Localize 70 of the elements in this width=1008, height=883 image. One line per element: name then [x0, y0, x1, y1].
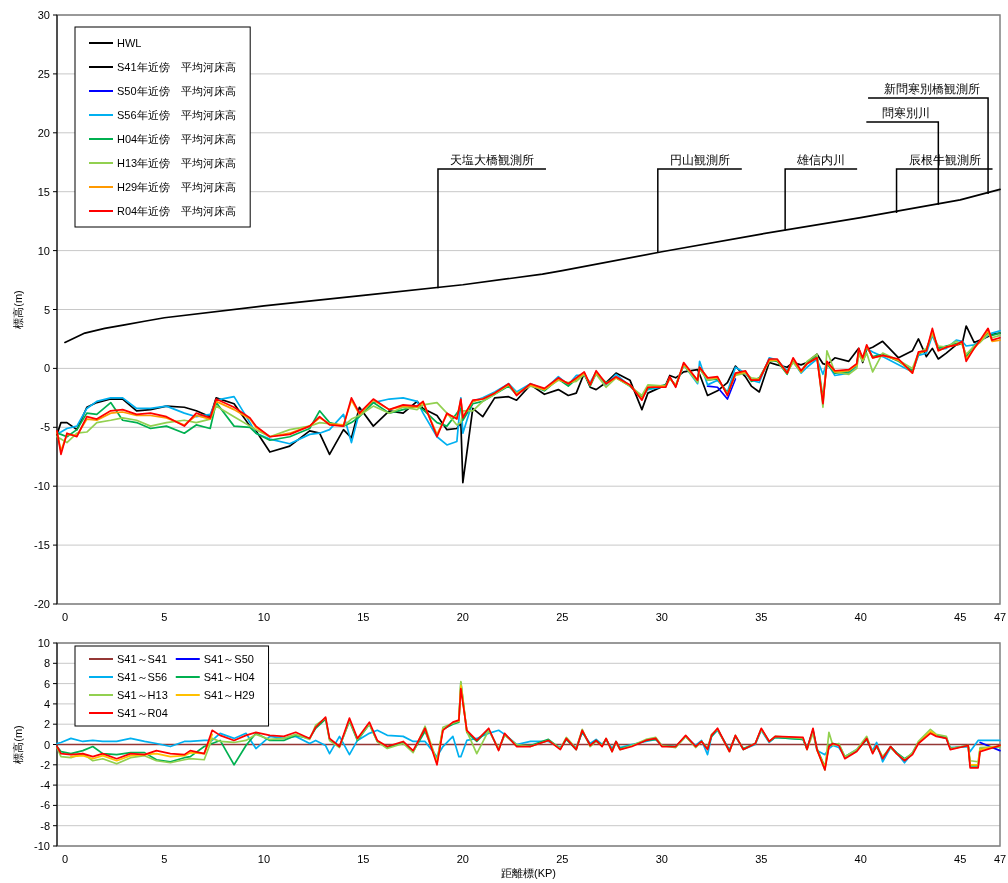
x-tick-label: 40 — [854, 853, 867, 865]
x-tick-label: 45 — [954, 611, 967, 623]
y-tick-label: -10 — [34, 840, 50, 852]
y-tick-label: -8 — [40, 819, 50, 832]
annotation: 新問寒別橋観測所 — [884, 82, 981, 96]
legend-label: S41～H29 — [203, 689, 255, 701]
y-tick-label: 4 — [43, 697, 50, 710]
x-tick-label: 30 — [655, 853, 668, 865]
y-tick-label: -6 — [40, 799, 50, 812]
y-tick-label: 5 — [43, 303, 50, 316]
x-tick-label: 40 — [854, 611, 867, 623]
x-tick-label: 30 — [655, 611, 668, 623]
x-tick-label: 47 — [993, 853, 1007, 865]
y-tick-label: 10 — [37, 244, 50, 257]
y-tick-label: -2 — [40, 758, 50, 771]
x-tick-label: 25 — [556, 611, 569, 623]
y-tick-label: 10 — [37, 637, 50, 649]
x-tick-label: 47 — [993, 611, 1007, 623]
legend-label: S56年近傍 平均河床高 — [117, 109, 236, 121]
legend-label: HWL — [117, 37, 142, 49]
annotation: 天塩大橋観測所 — [437, 153, 547, 290]
y-axis-title: 標高(m) — [12, 725, 24, 764]
annotation: 雄信内川 — [796, 153, 846, 167]
annotation: 雄信内川 — [784, 153, 858, 232]
x-tick-label: 45 — [954, 853, 967, 865]
legend-label: S41～S50 — [203, 653, 254, 665]
legend-label: R04年近傍 平均河床高 — [117, 205, 237, 217]
legend-label: S41～H13 — [117, 689, 168, 701]
legend-label: S41～H04 — [203, 671, 255, 683]
y-tick-label: 15 — [37, 185, 50, 198]
legend-label: S41年近傍 平均河床高 — [117, 61, 236, 73]
y-tick-label: 30 — [37, 9, 50, 21]
x-tick-label: 35 — [755, 853, 768, 865]
legend-label: H04年近傍 平均河床高 — [117, 133, 237, 145]
x-tick-label: 15 — [357, 853, 370, 865]
y-tick-label: 8 — [43, 657, 50, 670]
y-axis-title: 標高(m) — [12, 290, 24, 329]
legend-label: H13年近傍 平均河床高 — [117, 157, 237, 169]
y-tick-label: 2 — [43, 718, 50, 731]
x-tick-label: 10 — [257, 611, 271, 623]
x-tick-label: 5 — [161, 853, 168, 865]
legend-label: S41～S41 — [117, 653, 168, 665]
x-tick-label: 10 — [257, 853, 271, 865]
y-tick-label: 25 — [37, 67, 50, 80]
x-tick-label: 25 — [556, 853, 569, 865]
y-tick-label: 0 — [43, 738, 50, 751]
annotation: 問寒別川 — [882, 106, 931, 120]
x-tick-label: 20 — [456, 611, 469, 623]
x-tick-label: 15 — [357, 611, 370, 623]
legend-label: H29年近傍 平均河床高 — [117, 181, 237, 193]
legend-label: S41～R04 — [117, 707, 168, 719]
y-tick-label: 20 — [37, 126, 50, 139]
y-tick-label: -4 — [40, 779, 50, 792]
annotation: 円山観測所 — [657, 153, 743, 254]
annotation: 円山観測所 — [669, 153, 730, 167]
y-tick-label: -15 — [34, 539, 50, 552]
y-tick-label: -5 — [40, 421, 50, 434]
x-tick-label: 5 — [161, 611, 168, 623]
x-axis-title: 距離標(KP) — [501, 867, 556, 879]
x-tick-label: 0 — [61, 611, 69, 623]
y-tick-label: 6 — [43, 677, 50, 690]
legend-label: S41～S56 — [117, 671, 168, 683]
y-tick-label: -10 — [34, 480, 50, 493]
y-tick-label: -20 — [34, 598, 50, 610]
y-tick-label: 0 — [43, 362, 50, 375]
x-tick-label: 0 — [61, 853, 69, 865]
x-tick-label: 20 — [456, 853, 469, 865]
x-tick-label: 35 — [755, 611, 768, 623]
annotation: 天塩大橋観測所 — [449, 153, 534, 167]
legend-label: S50年近傍 平均河床高 — [117, 85, 236, 97]
